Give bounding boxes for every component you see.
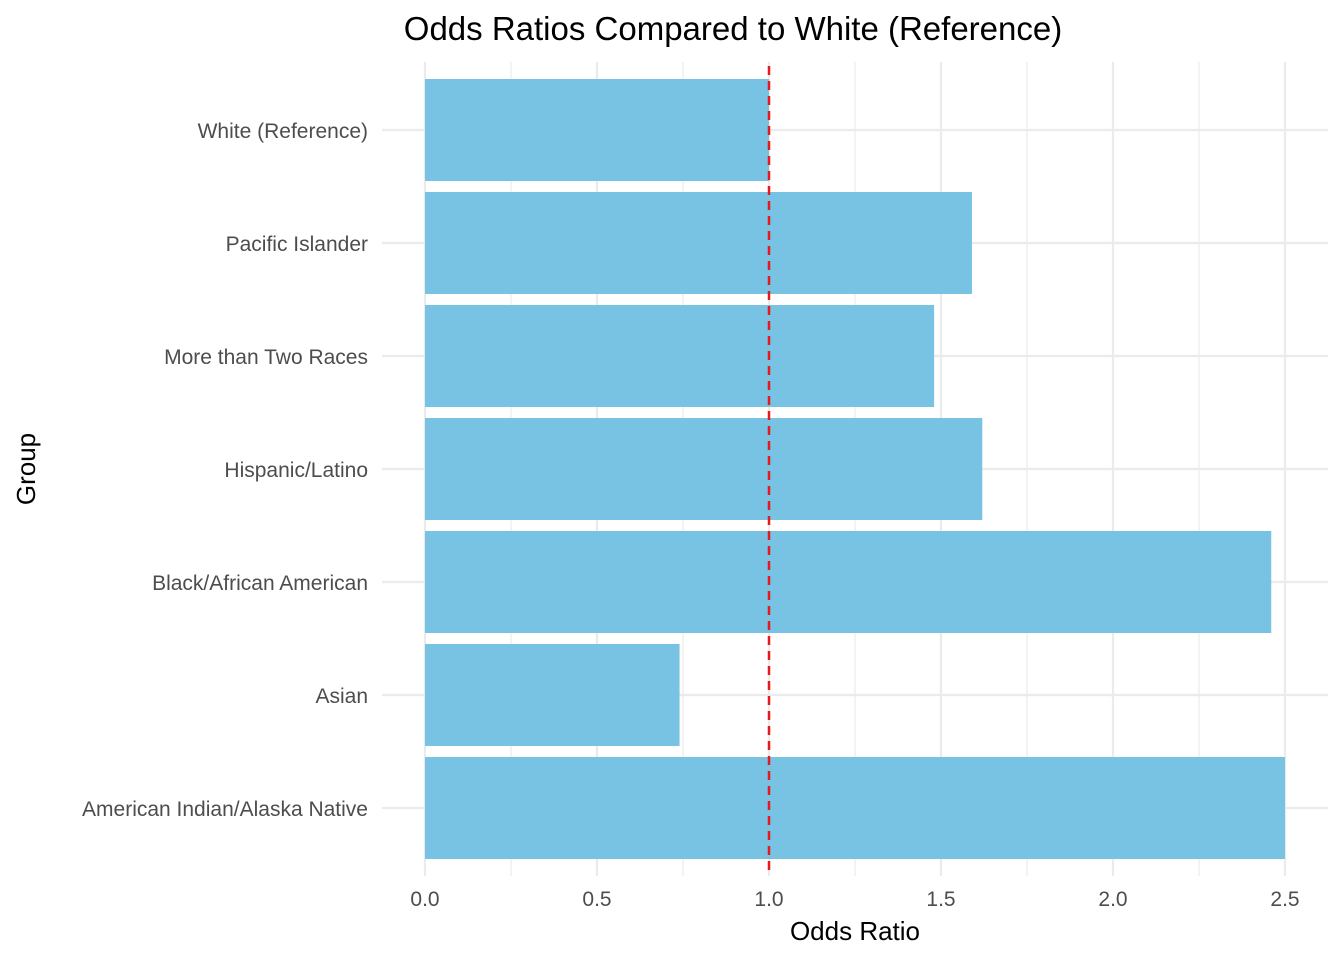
y-tick-label: Hispanic/Latino bbox=[224, 459, 368, 482]
x-tick-labels: 0.0 0.5 1.0 1.5 2.0 2.5 bbox=[410, 888, 1299, 911]
y-tick-label: More than Two Races bbox=[164, 346, 368, 369]
bar bbox=[425, 305, 935, 407]
bars bbox=[425, 79, 1285, 859]
y-tick-labels: American Indian/Alaska Native Asian Black/… bbox=[82, 120, 368, 821]
bar bbox=[425, 757, 1285, 859]
x-axis-title: Odds Ratio bbox=[790, 916, 920, 946]
x-tick-label: 0.0 bbox=[410, 888, 439, 911]
x-tick-label: 1.5 bbox=[926, 888, 955, 911]
chart-title: Odds Ratios Compared to White (Reference… bbox=[404, 10, 1062, 47]
bar bbox=[425, 192, 972, 294]
x-tick-label: 1.0 bbox=[754, 888, 783, 911]
y-tick-label: Black/African American bbox=[152, 572, 368, 595]
bar bbox=[425, 79, 769, 181]
bar bbox=[425, 531, 1272, 633]
x-tick-label: 2.5 bbox=[1270, 888, 1299, 911]
bar bbox=[425, 418, 983, 520]
y-tick-label: Pacific Islander bbox=[226, 233, 368, 256]
y-tick-label: American Indian/Alaska Native bbox=[82, 798, 368, 821]
y-tick-label: Asian bbox=[315, 685, 368, 708]
y-axis-title: Group bbox=[11, 433, 41, 505]
y-tick-label: White (Reference) bbox=[198, 120, 368, 143]
x-tick-label: 0.5 bbox=[582, 888, 611, 911]
bar bbox=[425, 644, 680, 746]
x-tick-label: 2.0 bbox=[1098, 888, 1127, 911]
